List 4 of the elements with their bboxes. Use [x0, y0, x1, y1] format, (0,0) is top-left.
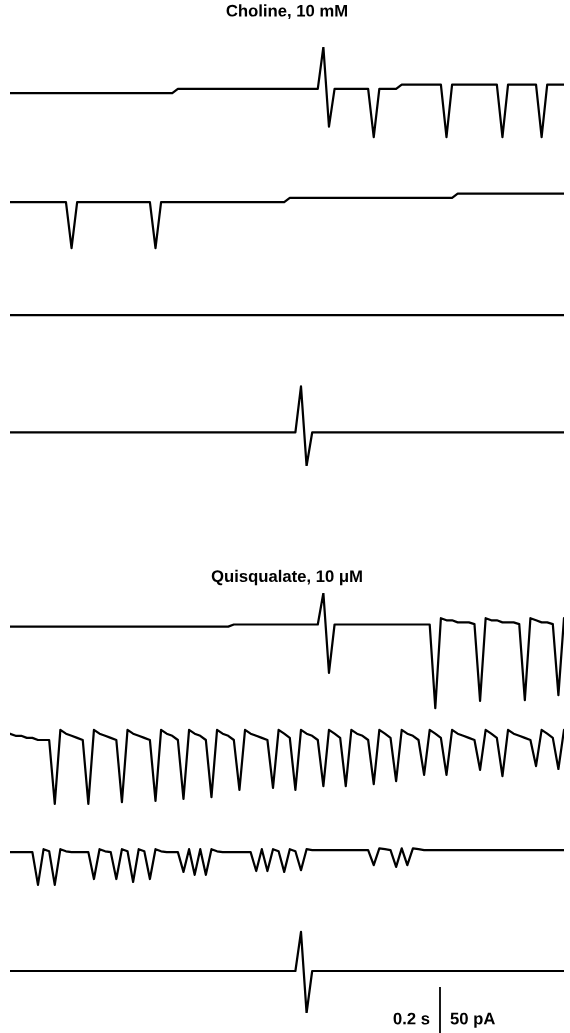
annotation: 50 pA — [450, 1012, 495, 1028]
annotation: 0.2 s — [393, 1012, 430, 1025]
chart-title: Quisqualate, 10 μM — [211, 569, 362, 586]
chart-title: Choline, 10 mM — [226, 4, 348, 20]
